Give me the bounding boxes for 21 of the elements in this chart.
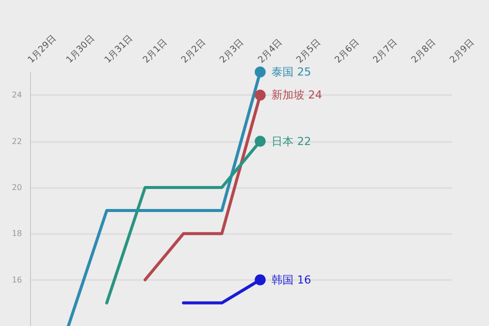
y-tick-label: 16	[12, 275, 22, 284]
text: 泰国 25	[272, 66, 312, 78]
y-tick-label: 22	[12, 136, 22, 146]
y-tick-label: 24	[12, 90, 22, 100]
text: 韩国 16	[272, 273, 312, 286]
x-tick-label: 2月6日	[333, 38, 362, 66]
x-tick-label: 1月30日	[64, 34, 97, 66]
x-tick-label: 2月5日	[295, 38, 323, 66]
text: 日本 22	[272, 134, 312, 148]
x-tick-label: 2月1日	[142, 38, 170, 66]
x-tick-label: 2月4日	[256, 38, 285, 66]
y-tick-label: 18	[12, 229, 22, 238]
x-tick-label: 2月3日	[218, 38, 246, 66]
x-tick-label: 2月8日	[410, 38, 438, 66]
x-tick-label: 2月7日	[372, 38, 400, 66]
x-tick-label: 2月2日	[180, 38, 208, 66]
x-tick-label: 1月31日	[103, 34, 136, 66]
text: 新加坡 24	[272, 88, 322, 102]
x-tick-label: 1月29日	[26, 34, 58, 66]
x-tick-label: 2月9日	[448, 38, 476, 66]
y-tick-label: 20	[12, 182, 22, 192]
